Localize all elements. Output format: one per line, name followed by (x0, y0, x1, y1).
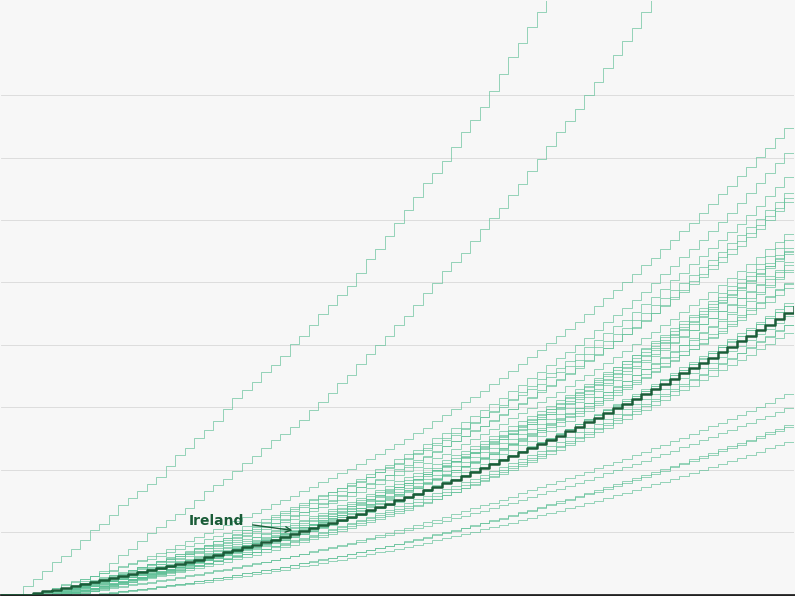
Text: Ireland: Ireland (189, 514, 244, 527)
